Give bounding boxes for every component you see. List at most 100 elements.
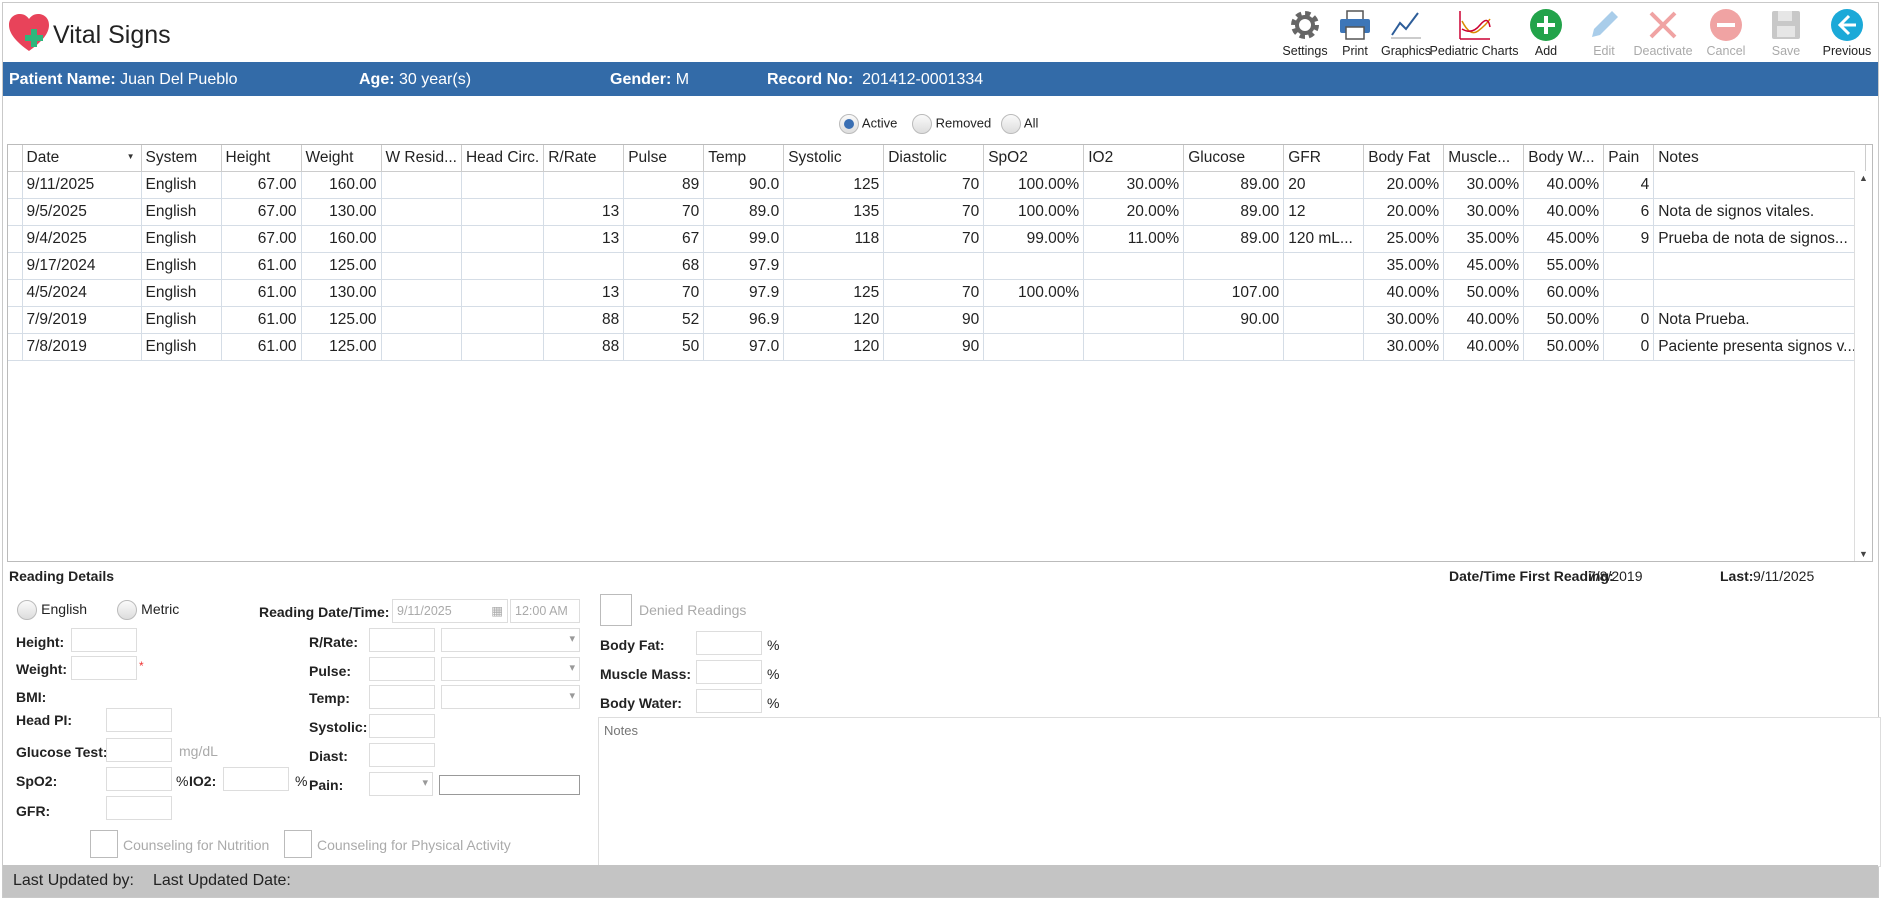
table-cell[interactable]: 13	[543, 225, 625, 253]
table-cell[interactable]: 90.00	[1183, 306, 1285, 334]
table-cell[interactable]: 30.00%	[1083, 171, 1185, 199]
table-cell[interactable]	[1283, 333, 1365, 361]
table-cell[interactable]: 90.0	[703, 171, 785, 199]
table-cell[interactable]: 67.00	[221, 225, 302, 253]
row-header[interactable]	[8, 333, 23, 361]
column-header[interactable]: R/Rate	[543, 145, 625, 172]
table-cell[interactable]: 70	[883, 198, 985, 226]
table-cell[interactable]: 97.9	[703, 252, 785, 280]
table-cell[interactable]: 125.00	[301, 306, 382, 334]
temp-input[interactable]	[369, 685, 435, 709]
table-cell[interactable]	[381, 279, 462, 307]
table-cell[interactable]: 100.00%	[983, 198, 1085, 226]
table-cell[interactable]: 55.00%	[1523, 252, 1605, 280]
table-cell[interactable]	[1083, 306, 1185, 334]
scroll-up-icon[interactable]: ▲	[1859, 173, 1868, 183]
column-header[interactable]: System	[141, 145, 222, 172]
table-cell[interactable]: Paciente presenta signos v...	[1653, 333, 1867, 361]
table-cell[interactable]: 70	[623, 198, 705, 226]
table-cell[interactable]	[461, 252, 545, 280]
muscle-mass-input[interactable]	[696, 660, 762, 684]
table-cell[interactable]: 99.0	[703, 225, 785, 253]
filter-all[interactable]: All	[1001, 114, 1038, 134]
table-cell[interactable]: 61.00	[221, 333, 302, 361]
table-cell[interactable]: 70	[883, 225, 985, 253]
table-cell[interactable]: 70	[883, 279, 985, 307]
table-cell[interactable]	[1183, 333, 1285, 361]
table-cell[interactable]: 61.00	[221, 306, 302, 334]
column-header[interactable]: Glucose	[1183, 145, 1285, 172]
table-cell[interactable]: 50.00%	[1523, 333, 1605, 361]
table-cell[interactable]: 50	[623, 333, 705, 361]
table-cell[interactable]	[543, 171, 625, 199]
table-cell[interactable]: 20.00%	[1363, 198, 1445, 226]
table-cell[interactable]: 100.00%	[983, 279, 1085, 307]
table-cell[interactable]: 9/4/2025	[22, 225, 142, 253]
temp-dropdown[interactable]	[441, 685, 580, 709]
table-cell[interactable]: 9	[1603, 225, 1655, 253]
table-cell[interactable]: English	[141, 252, 222, 280]
column-header[interactable]: Diastolic	[883, 145, 985, 172]
body-fat-input[interactable]	[696, 631, 762, 655]
table-cell[interactable]: 67.00	[221, 171, 302, 199]
table-cell[interactable]: 50.00%	[1443, 279, 1525, 307]
table-cell[interactable]	[1283, 252, 1365, 280]
pulse-dropdown[interactable]	[441, 657, 580, 681]
column-header[interactable]: Systolic	[783, 145, 885, 172]
table-cell[interactable]: 70	[623, 279, 705, 307]
table-cell[interactable]	[381, 171, 462, 199]
grid-vertical-scrollbar[interactable]: ▲ ▼	[1854, 171, 1872, 561]
height-input[interactable]	[71, 628, 137, 652]
table-cell[interactable]: 67	[623, 225, 705, 253]
table-cell[interactable]	[381, 333, 462, 361]
row-header[interactable]	[8, 306, 23, 334]
table-cell[interactable]: 30.00%	[1443, 171, 1525, 199]
table-row[interactable]: 9/5/2025 English 67.00 130.00 13 70 89.0 135 70 1…	[8, 198, 1867, 226]
table-cell[interactable]: 125.00	[301, 333, 382, 361]
print-button[interactable]: Print	[1332, 3, 1378, 63]
table-cell[interactable]	[1083, 333, 1185, 361]
column-header[interactable]: Notes	[1653, 145, 1867, 172]
reading-time-input[interactable]: 12:00 AM	[510, 599, 580, 623]
rrate-dropdown[interactable]	[441, 628, 580, 652]
table-cell[interactable]: 100.00%	[983, 171, 1085, 199]
pain-dropdown[interactable]	[369, 772, 433, 796]
table-cell[interactable]: 97.9	[703, 279, 785, 307]
column-header[interactable]: Pain	[1603, 145, 1655, 172]
counseling-activity-checkbox[interactable]	[284, 830, 312, 858]
metric-radio[interactable]	[117, 600, 137, 620]
table-cell[interactable]	[983, 333, 1085, 361]
table-cell[interactable]: 135	[783, 198, 885, 226]
settings-button[interactable]: Settings	[1278, 3, 1332, 63]
table-cell[interactable]: 120	[783, 306, 885, 334]
table-cell[interactable]: 6	[1603, 198, 1655, 226]
table-cell[interactable]: Nota Prueba.	[1653, 306, 1867, 334]
previous-button[interactable]: Previous	[1816, 3, 1878, 63]
table-cell[interactable]: 40.00%	[1363, 279, 1445, 307]
table-row[interactable]: 9/17/2024 English 61.00 125.00 68 97.9 35.00% 4…	[8, 252, 1867, 280]
table-cell[interactable]	[983, 252, 1085, 280]
table-cell[interactable]: 35.00%	[1363, 252, 1445, 280]
table-cell[interactable]: 35.00%	[1443, 225, 1525, 253]
column-header[interactable]: GFR	[1283, 145, 1365, 172]
table-cell[interactable]: 70	[883, 171, 985, 199]
column-header[interactable]: Pulse	[623, 145, 705, 172]
table-cell[interactable]	[1653, 279, 1867, 307]
table-cell[interactable]: 20.00%	[1363, 171, 1445, 199]
table-cell[interactable]	[381, 252, 462, 280]
graphics-button[interactable]: Graphics	[1378, 3, 1434, 63]
table-cell[interactable]: 40.00%	[1443, 306, 1525, 334]
table-cell[interactable]: 25.00%	[1363, 225, 1445, 253]
table-cell[interactable]: Nota de signos vitales.	[1653, 198, 1867, 226]
table-cell[interactable]: 89.00	[1183, 171, 1285, 199]
table-cell[interactable]	[1083, 252, 1185, 280]
table-cell[interactable]: 40.00%	[1443, 333, 1525, 361]
gfr-input[interactable]	[106, 796, 172, 820]
table-cell[interactable]	[381, 198, 462, 226]
active-radio[interactable]	[839, 114, 859, 134]
row-header[interactable]	[8, 252, 23, 280]
table-cell[interactable]: 125	[783, 171, 885, 199]
table-cell[interactable]: English	[141, 333, 222, 361]
table-cell[interactable]	[461, 306, 545, 334]
table-cell[interactable]: 61.00	[221, 279, 302, 307]
